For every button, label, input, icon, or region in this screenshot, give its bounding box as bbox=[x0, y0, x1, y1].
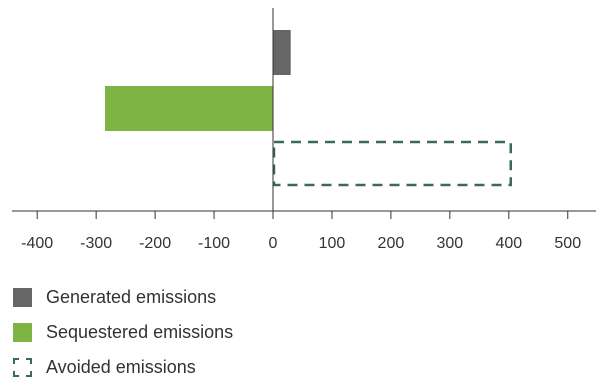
x-tick-label: 200 bbox=[378, 235, 405, 252]
generated-swatch-icon bbox=[13, 288, 32, 307]
x-tick-label: -100 bbox=[198, 235, 230, 252]
x-axis-ticks: -400 -300 -200 -100 0 100 200 300 400 500 bbox=[21, 211, 581, 252]
bars-group bbox=[104, 30, 512, 187]
legend: Generated emissions Sequestered emission… bbox=[13, 280, 233, 385]
emissions-bar-chart: -400 -300 -200 -100 0 100 200 300 400 500 bbox=[12, 8, 596, 252]
legend-item-sequestered: Sequestered emissions bbox=[13, 315, 233, 350]
legend-label-sequestered: Sequestered emissions bbox=[46, 322, 234, 342]
sequestered-swatch-icon bbox=[13, 323, 32, 342]
x-tick-label: 100 bbox=[319, 235, 346, 252]
x-tick-label: -300 bbox=[80, 235, 112, 252]
x-tick-label: -400 bbox=[21, 235, 53, 252]
x-tick-label: 500 bbox=[554, 235, 581, 252]
x-tick-label: -200 bbox=[139, 235, 171, 252]
x-tick-label: 300 bbox=[436, 235, 463, 252]
legend-item-generated: Generated emissions bbox=[13, 280, 233, 315]
sequestered-emissions-bar bbox=[104, 86, 274, 131]
x-tick-label: 0 bbox=[269, 235, 278, 252]
avoided-swatch-icon bbox=[13, 358, 32, 377]
legend-label-generated: Generated emissions bbox=[46, 287, 217, 307]
legend-label-avoided: Avoided emissions bbox=[46, 357, 196, 377]
generated-emissions-bar bbox=[273, 30, 291, 75]
legend-item-avoided: Avoided emissions bbox=[13, 350, 233, 385]
x-tick-label: 400 bbox=[495, 235, 522, 252]
avoided-emissions-bar bbox=[272, 140, 512, 187]
